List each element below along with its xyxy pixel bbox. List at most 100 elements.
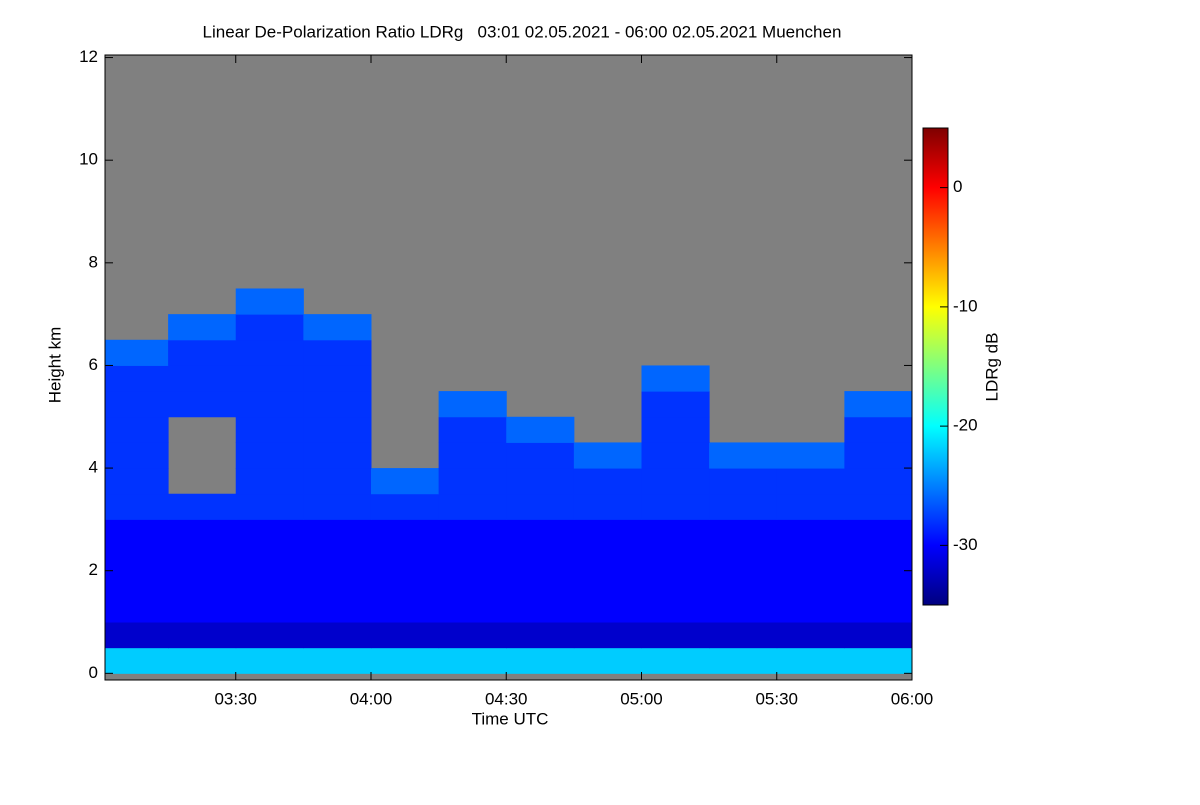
heatmap-cell xyxy=(370,622,440,649)
heatmap-cell xyxy=(438,493,507,520)
heatmap-cell xyxy=(506,596,575,623)
y-tick-label: 10 xyxy=(79,150,98,169)
heatmap-cell xyxy=(303,493,372,520)
heatmap-cell xyxy=(105,391,169,418)
heatmap-cell xyxy=(641,468,710,495)
heatmap-cell xyxy=(370,570,440,597)
heatmap-cell xyxy=(844,545,913,572)
heatmap-cell xyxy=(573,596,642,623)
heatmap-cell xyxy=(641,391,710,418)
heatmap-cell xyxy=(235,596,304,623)
heatmap-cell xyxy=(506,442,575,469)
heatmap-cell xyxy=(105,339,169,366)
heatmap-cell xyxy=(776,493,845,520)
heatmap-cell xyxy=(641,519,710,546)
heatmap-cell xyxy=(506,416,575,443)
colorbar-tick-label: -10 xyxy=(953,296,978,315)
heatmap-cell xyxy=(776,519,845,546)
heatmap-cell xyxy=(438,442,507,469)
heatmap-cell xyxy=(844,647,913,674)
heatmap-cell xyxy=(709,545,778,572)
heatmap-cell xyxy=(776,596,845,623)
heatmap-cell xyxy=(105,493,169,520)
heatmap-cell xyxy=(709,519,778,546)
heatmap-cell xyxy=(844,596,913,623)
heatmap-cell xyxy=(776,570,845,597)
heatmap-cell xyxy=(776,442,845,469)
y-tick-label: 8 xyxy=(89,252,98,271)
heatmap-cell xyxy=(641,442,710,469)
colorbar xyxy=(922,127,949,606)
heatmap-cell xyxy=(105,519,169,546)
heatmap-cell xyxy=(168,365,237,392)
heatmap-cell xyxy=(844,391,913,418)
heatmap-cell xyxy=(641,622,710,649)
heatmap-cell xyxy=(235,545,304,572)
colorbar-tick-label: -30 xyxy=(953,535,978,554)
heatmap-cell xyxy=(506,545,575,572)
heatmap-cell xyxy=(168,493,237,520)
heatmap-cell xyxy=(235,339,304,366)
colorbar-tick-label: -20 xyxy=(953,416,978,435)
x-tick-label: 04:30 xyxy=(485,689,528,708)
heatmap-cell xyxy=(235,416,304,443)
heatmap-cell xyxy=(303,622,372,649)
heatmap-cell xyxy=(438,545,507,572)
heatmap-cell xyxy=(573,570,642,597)
heatmap-cell xyxy=(168,622,237,649)
heatmap-cell xyxy=(573,442,642,469)
heatmap-cell xyxy=(844,570,913,597)
colorbar-tick-label: 0 xyxy=(953,177,962,196)
heatmap-cell xyxy=(168,570,237,597)
x-tick-label: 04:00 xyxy=(350,689,393,708)
heatmap-cell xyxy=(844,442,913,469)
heatmap-cell xyxy=(573,622,642,649)
heatmap-cell xyxy=(303,314,372,341)
y-tick-label: 12 xyxy=(79,47,98,66)
x-tick-label: 05:30 xyxy=(755,689,798,708)
heatmap-cell xyxy=(370,647,440,674)
heatmap-cell xyxy=(438,416,507,443)
heatmap-cell xyxy=(105,365,169,392)
heatmap-cell xyxy=(303,468,372,495)
heatmap-cell xyxy=(303,596,372,623)
heatmap-cell xyxy=(235,442,304,469)
heatmap-cell xyxy=(168,314,237,341)
heatmap-cell xyxy=(844,519,913,546)
heatmap-cell xyxy=(303,545,372,572)
heatmap-cell xyxy=(709,596,778,623)
heatmap-cell xyxy=(709,647,778,674)
heatmap-cell xyxy=(709,468,778,495)
heatmap-cell xyxy=(506,647,575,674)
heatmap-cell xyxy=(438,596,507,623)
heatmap-cell xyxy=(438,468,507,495)
y-tick-label: 6 xyxy=(89,355,98,374)
heatmap-cell xyxy=(641,647,710,674)
x-tick-label: 05:00 xyxy=(620,689,663,708)
heatmap-cell xyxy=(844,416,913,443)
heatmap-cell xyxy=(168,596,237,623)
heatmap-cell xyxy=(641,365,710,392)
heatmap-cell xyxy=(303,416,372,443)
heatmap-cell xyxy=(709,622,778,649)
heatmap-cell xyxy=(235,468,304,495)
heatmap-cell xyxy=(105,570,169,597)
heatmap-cell xyxy=(168,519,237,546)
y-axis-label: Height km xyxy=(45,327,64,404)
heatmap-cell xyxy=(303,339,372,366)
x-tick-label: 06:00 xyxy=(891,689,934,708)
heatmap-cell xyxy=(370,519,440,546)
heatmap-cell xyxy=(776,545,845,572)
heatmap-cell xyxy=(105,468,169,495)
y-tick-label: 4 xyxy=(89,458,98,477)
heatmap-cell xyxy=(105,416,169,443)
x-axis-label: Time UTC xyxy=(472,709,549,728)
heatmap-cell xyxy=(573,545,642,572)
heatmap-cell xyxy=(641,596,710,623)
heatmap-cell xyxy=(438,647,507,674)
heatmap-cell xyxy=(303,647,372,674)
heatmap-cell xyxy=(776,468,845,495)
heatmap-cell xyxy=(844,622,913,649)
heatmap-cell xyxy=(641,545,710,572)
